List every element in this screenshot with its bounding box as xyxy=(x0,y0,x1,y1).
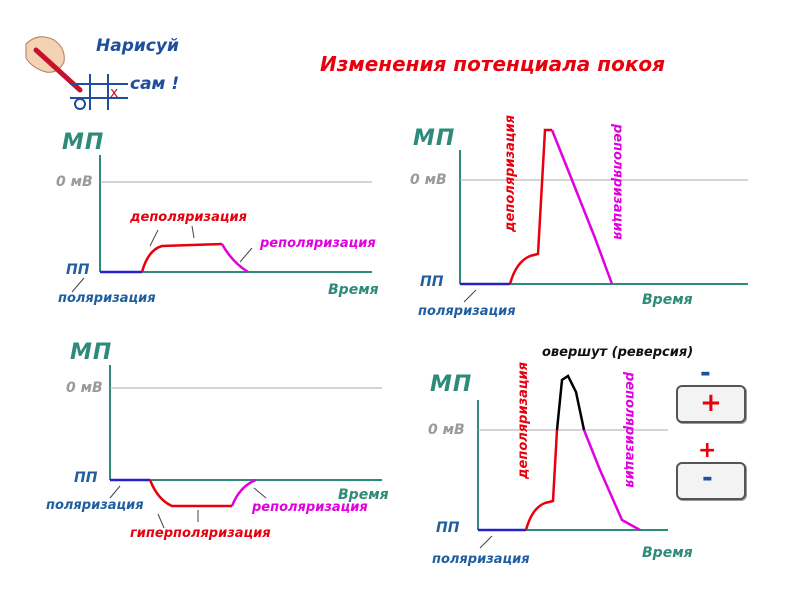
panel3-pointer-hyper-a xyxy=(157,513,165,529)
panel3-pointer-pol xyxy=(109,485,121,499)
panel2-mtp-label: МП xyxy=(413,126,456,151)
panel1-depolarization-label: деполяризация xyxy=(130,210,247,225)
panel3-polarization-label: поляризация xyxy=(46,498,144,513)
panel1-pointer-depol-b xyxy=(191,225,195,239)
panel4-depolarization-curve xyxy=(524,429,559,531)
panel2-time-label: Время xyxy=(642,292,693,308)
panel4-overshoot-label: овершут (реверсия) xyxy=(542,345,694,360)
panel4-repolarization-label: реполяризация xyxy=(622,372,637,488)
panel4-mtp-label: МП xyxy=(430,372,473,397)
panel2-zero-label: 0 мВ xyxy=(410,172,447,188)
panel2-ppt-label: ПП xyxy=(420,274,444,290)
panel4-chart xyxy=(477,374,668,549)
membrane-bottom-outer-sign: + xyxy=(698,438,717,463)
panel1-depolarization-curve xyxy=(140,242,223,273)
panel3-chart xyxy=(109,365,382,529)
panel1-time-label: Время xyxy=(328,282,379,298)
membrane-box-bottom: - xyxy=(676,462,746,500)
panel2-polarization-label: поляризация xyxy=(418,304,516,319)
panel1-repolarization-label: реполяризация xyxy=(260,236,376,251)
membrane-top-outer-sign: - xyxy=(700,358,711,388)
svg-text:x: x xyxy=(110,85,118,101)
panel3-repolarization-label: реполяризация xyxy=(252,500,368,515)
panel4-depolarization-label: деполяризация xyxy=(516,362,531,479)
panel2-repolarization-curve xyxy=(550,129,614,285)
panel1-pointer-pol xyxy=(71,277,85,293)
panel1-chart xyxy=(71,155,372,293)
membrane-bottom-inner-sign: - xyxy=(702,463,713,493)
panel3-repolarization-curve xyxy=(230,478,257,507)
panel3-mtp-label: МП xyxy=(70,340,113,365)
panel3-ppt-label: ПП xyxy=(74,470,98,486)
panel4-ppt-label: ПП xyxy=(436,520,460,536)
pencil-hand-icon: x xyxy=(25,36,128,110)
page-title: Изменения потенциала покоя xyxy=(320,52,665,76)
panel2-depolarization-curve xyxy=(508,128,552,285)
panel4-zero-label: 0 мВ xyxy=(428,422,465,438)
panel3-pointer-repol xyxy=(253,487,267,499)
panel1-mtp-label: МП xyxy=(62,130,105,155)
panel1-polarization-label: поляризация xyxy=(58,291,156,306)
membrane-box-top: + xyxy=(676,385,746,423)
panel3-hyperpolarization-curve xyxy=(148,479,232,508)
panel4-pointer-pol xyxy=(479,535,493,549)
panel3-hyperpolarization-label: гиперполяризация xyxy=(130,526,271,541)
panel4-overshoot-curve xyxy=(555,374,586,431)
panel4-time-label: Время xyxy=(642,545,693,561)
membrane-top-inner-sign: + xyxy=(700,388,722,418)
panel4-polarization-label: поляризация xyxy=(432,552,530,567)
draw-yourself-logo: x Нарисуй сам ! xyxy=(18,22,198,112)
panel2-repolarization-label: реполяризация xyxy=(610,124,625,240)
panel4-repolarization-curve xyxy=(582,429,641,532)
panel1-pointer-repol xyxy=(239,247,253,263)
panel2-depolarization-label: деполяризация xyxy=(503,115,518,232)
panel1-ppt-label: ПП xyxy=(66,262,90,278)
logo-line1: Нарисуй xyxy=(96,36,179,56)
panel1-pointer-depol-a xyxy=(149,229,159,247)
logo-line2: сам ! xyxy=(130,74,180,94)
panel2-chart xyxy=(459,128,748,303)
panel3-zero-label: 0 мВ xyxy=(66,380,103,396)
panel3-time-label: Время xyxy=(338,487,389,503)
panel1-repolarization-curve xyxy=(220,243,249,274)
panel1-zero-label: 0 мВ xyxy=(56,174,93,190)
panel2-pointer-pol xyxy=(463,289,477,303)
